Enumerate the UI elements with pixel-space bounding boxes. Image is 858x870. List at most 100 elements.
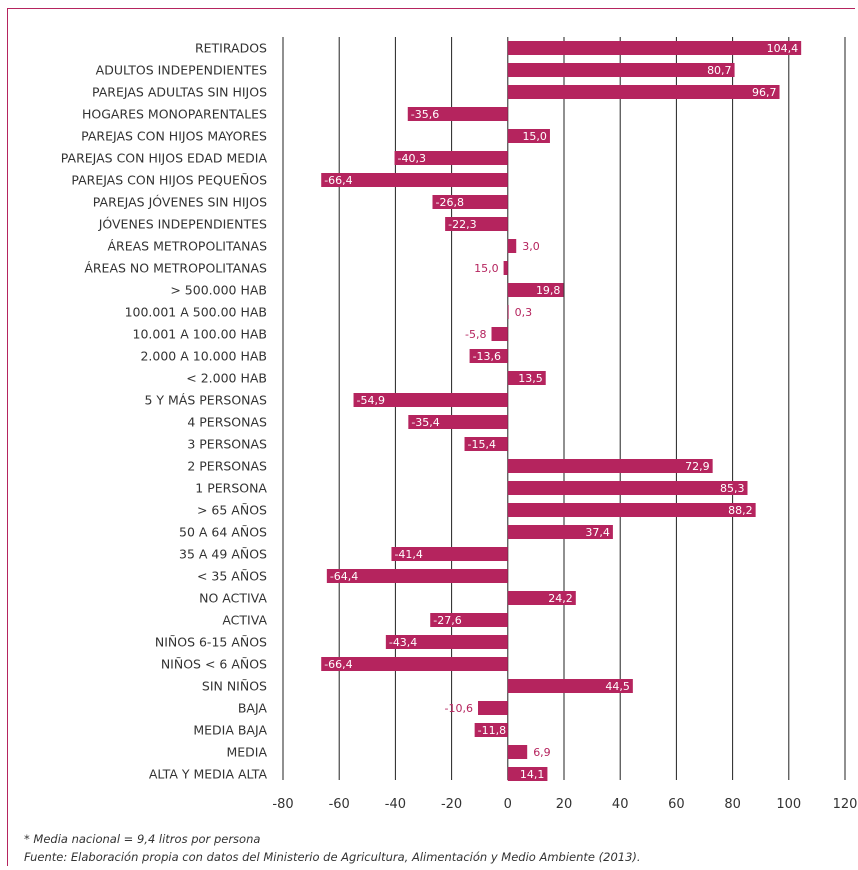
category-label: < 2.000 HAB <box>186 371 267 386</box>
x-tick-label: 40 <box>612 797 629 812</box>
value-label: -5,8 <box>465 328 486 341</box>
x-tick-label: 100 <box>776 797 801 812</box>
x-tick-label: 0 <box>504 797 512 812</box>
category-label: NO ACTIVA <box>199 591 267 606</box>
category-label: BAJA <box>238 701 268 716</box>
value-label: -22,3 <box>448 218 476 231</box>
value-label: -35,4 <box>411 416 439 429</box>
category-label: ÁREAS NO METROPOLITANAS <box>84 261 267 276</box>
bar <box>507 481 748 495</box>
bar <box>507 239 517 253</box>
value-label: 3,0 <box>522 240 540 253</box>
bar <box>491 327 508 341</box>
value-label: 96,7 <box>752 86 777 99</box>
value-label: -43,4 <box>389 636 417 649</box>
x-tick-label: 60 <box>668 797 685 812</box>
x-tick-label: 120 <box>833 797 858 812</box>
value-label: -13,6 <box>473 350 501 363</box>
value-label: -64,4 <box>330 570 358 583</box>
value-label: -26,8 <box>435 196 463 209</box>
value-label: -15,4 <box>468 438 496 451</box>
value-label: -35,6 <box>411 108 439 121</box>
bar <box>385 635 508 649</box>
x-tick-label: -60 <box>329 797 350 812</box>
value-label: 13,5 <box>518 372 543 385</box>
category-label: PAREJAS CON HIJOS EDAD MEDIA <box>61 151 268 166</box>
category-label: 10.001 A 100.00 HAB <box>133 327 267 342</box>
bar <box>507 591 576 605</box>
category-label: MEDIA BAJA <box>193 723 267 738</box>
value-label: 37,4 <box>585 526 610 539</box>
value-label: 44,5 <box>605 680 630 693</box>
bar <box>507 283 564 297</box>
category-label: ÁREAS METROPOLITANAS <box>107 239 267 254</box>
category-label: HOGARES MONOPARENTALES <box>82 107 267 122</box>
bar <box>407 107 508 121</box>
category-label: 50 A 64 AÑOS <box>179 525 267 540</box>
value-label: 104,4 <box>767 42 799 55</box>
category-label: < 35 AÑOS <box>197 569 267 584</box>
category-label: 5 Y MÁS PERSONAS <box>144 393 267 408</box>
bar <box>321 657 508 671</box>
bar <box>507 679 633 693</box>
category-label: MEDIA <box>226 745 267 760</box>
bar <box>507 41 802 55</box>
category-label: 35 A 49 AÑOS <box>179 547 267 562</box>
bar <box>321 173 508 187</box>
bar <box>478 701 508 715</box>
bar <box>430 613 508 627</box>
bar <box>394 151 508 165</box>
bar <box>391 547 508 561</box>
bar <box>507 503 756 517</box>
value-label: -41,4 <box>394 548 422 561</box>
source-note: Fuente: Elaboración propia con datos del… <box>24 850 641 864</box>
bar <box>408 415 508 429</box>
bar <box>353 393 508 407</box>
bar <box>507 305 509 319</box>
bar <box>507 85 780 99</box>
category-label: PAREJAS JÓVENES SIN HIJOS <box>93 195 267 210</box>
x-tick-label: -80 <box>272 797 293 812</box>
category-label: ALTA Y MEDIA ALTA <box>149 767 268 782</box>
category-label: > 65 AÑOS <box>197 503 267 518</box>
value-label: -27,6 <box>433 614 461 627</box>
category-label: 3 PERSONAS <box>187 437 267 452</box>
bar <box>507 129 550 143</box>
bar <box>507 63 735 77</box>
value-label: 72,9 <box>685 460 710 473</box>
category-label: ADULTOS INDEPENDIENTES <box>96 63 267 78</box>
value-label: 80,7 <box>707 64 732 77</box>
value-label: 24,2 <box>548 592 573 605</box>
x-tick-label: -20 <box>441 797 462 812</box>
value-label: 6,9 <box>533 746 551 759</box>
bar <box>464 437 508 451</box>
category-label: PAREJAS CON HIJOS PEQUEÑOS <box>71 173 267 188</box>
x-tick-label: -40 <box>385 797 406 812</box>
category-label: RETIRADOS <box>195 41 267 56</box>
bar <box>507 745 528 759</box>
category-label: PAREJAS ADULTAS SIN HIJOS <box>92 85 267 100</box>
bar <box>507 459 713 473</box>
category-label: PAREJAS CON HIJOS MAYORES <box>81 129 267 144</box>
category-label: > 500.000 HAB <box>170 283 267 298</box>
value-label: 15,0 <box>522 130 547 143</box>
value-label: -66,4 <box>324 658 352 671</box>
category-label: SIN NIÑOS <box>202 679 267 694</box>
value-label: 88,2 <box>728 504 753 517</box>
bar <box>503 261 508 275</box>
bar <box>326 569 508 583</box>
category-label: ACTIVA <box>222 613 267 628</box>
x-tick-label: 20 <box>556 797 573 812</box>
value-label: 15,0 <box>474 262 499 275</box>
value-label: 0,3 <box>515 306 533 319</box>
category-label: NIÑOS < 6 AÑOS <box>161 657 267 672</box>
category-label: 4 PERSONAS <box>187 415 267 430</box>
value-label: 19,8 <box>536 284 561 297</box>
value-label: -40,3 <box>398 152 426 165</box>
category-label: 1 PERSONA <box>195 481 267 496</box>
category-label: 2.000 A 10.000 HAB <box>140 349 267 364</box>
bar <box>507 767 548 781</box>
national-average-note: * Media nacional = 9,4 litros por person… <box>24 832 261 846</box>
chart-frame <box>7 8 855 866</box>
